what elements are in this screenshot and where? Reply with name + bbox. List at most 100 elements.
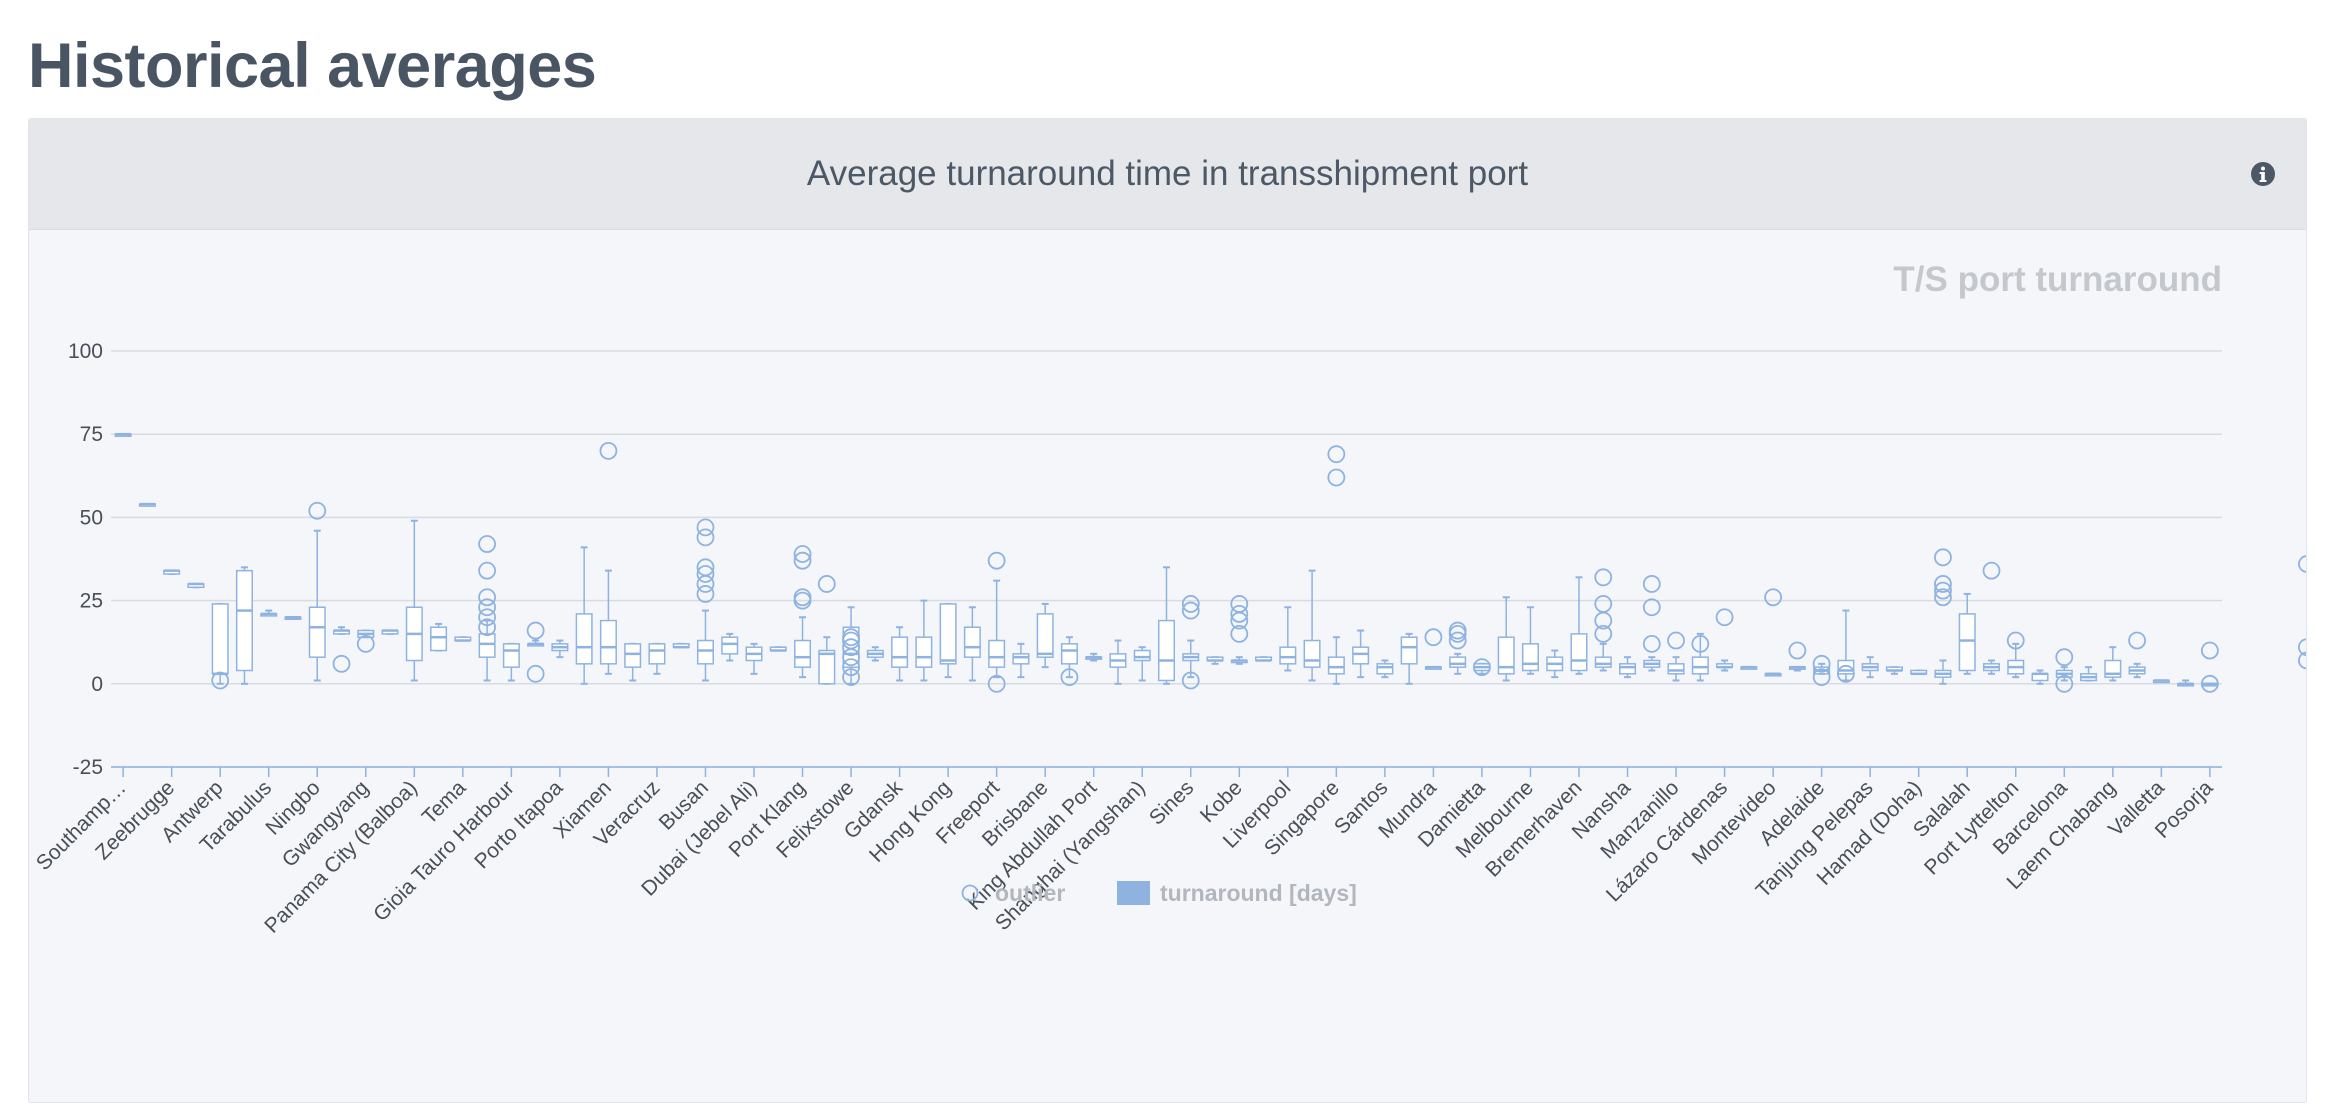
box: [988, 579, 1006, 679]
box-body: [1157, 619, 1176, 682]
box: [308, 529, 326, 682]
legend-turnaround-marker: [1117, 881, 1150, 905]
box: [1206, 656, 1224, 665]
box-body: [939, 603, 957, 665]
outlier-point: [1060, 668, 1079, 687]
outlier-point: [1934, 588, 1952, 607]
box: [891, 626, 909, 682]
box: [1716, 659, 1734, 672]
box-body: [575, 613, 593, 665]
box: [2104, 646, 2122, 682]
box-body: [211, 603, 229, 675]
box: [1764, 672, 1782, 677]
outlier-point: [696, 575, 715, 593]
box: [187, 582, 205, 589]
outlier-point: [1715, 608, 1734, 627]
box: [1837, 609, 1855, 682]
box-body: [696, 639, 714, 665]
box: [357, 629, 375, 639]
box: [575, 546, 593, 685]
outlier-point: [526, 664, 545, 683]
outlier-point: [1764, 588, 1783, 607]
box-body: [1327, 656, 1345, 675]
boxplot-chart: T/S port turnaround -25 0 25 50 75 100 Southa…: [32, 260, 2306, 938]
outlier-point: [696, 528, 715, 547]
box: [963, 606, 981, 682]
box: [1400, 632, 1418, 685]
box-body: [648, 643, 666, 665]
outlier-point: [1788, 641, 1807, 660]
box-body: [1570, 633, 1588, 672]
outlier-point: [1230, 624, 1249, 643]
box-body: [430, 626, 448, 652]
outlier-point: [1448, 631, 1467, 650]
chart-title: T/S port turnaround: [1893, 260, 2222, 299]
x-tick-label: Sines: [1145, 776, 1198, 829]
box-body: [1594, 656, 1612, 668]
box: [2080, 666, 2098, 682]
outlier-point: [1837, 664, 1855, 683]
outlier-point: [793, 588, 812, 607]
box-body: [1449, 656, 1467, 668]
outlier-point: [1424, 628, 1443, 647]
outlier-point: [1812, 668, 1831, 687]
box: [1861, 656, 1879, 679]
outlier-point: [2006, 631, 2025, 650]
outlier-point: [842, 658, 860, 677]
outlier-point: [696, 585, 715, 603]
y-axis-ticks: -25 0 25 50 75 100: [68, 340, 103, 779]
box: [405, 519, 423, 682]
box-body: [1619, 663, 1637, 675]
box: [1424, 665, 1442, 670]
outlier-point: [1642, 598, 1661, 617]
outlier-point: [1934, 581, 1952, 600]
box: [527, 639, 545, 647]
box-body: [478, 633, 496, 658]
box: [332, 626, 351, 635]
outlier-point: [478, 618, 496, 637]
x-axis: Southamp…ZeebruggeAntwerpTarabulusNingbo…: [32, 766, 2222, 938]
outlier-point: [1594, 568, 1613, 587]
box: [2007, 642, 2025, 679]
outlier-point: [1181, 601, 1200, 620]
chart-card: Average turnaround time in transshipment…: [28, 118, 2307, 1103]
outlier-point: [1982, 561, 2001, 580]
box-body: [599, 619, 617, 665]
outlier-point: [842, 648, 860, 667]
box: [915, 599, 933, 682]
legend-outlier-label: outlier: [995, 880, 1065, 906]
box: [769, 646, 787, 652]
box: [1885, 666, 1903, 675]
box: [721, 632, 739, 662]
box: [1521, 606, 1539, 675]
outlier-point: [356, 634, 375, 653]
box-body: [1012, 653, 1030, 665]
outlier-point: [2128, 631, 2146, 650]
outlier-point: [2298, 638, 2306, 657]
box-body: [891, 636, 909, 668]
info-circle-icon[interactable]: [2250, 161, 2276, 187]
box-body: [1958, 613, 1976, 672]
outlier-point: [478, 588, 496, 607]
box-body: [1036, 613, 1054, 658]
box: [551, 639, 569, 659]
outlier-series: [211, 441, 2306, 693]
outlier-point: [1642, 575, 1661, 593]
outlier-point: [2200, 641, 2219, 660]
legend-turnaround-label: turnaround [days]: [1160, 880, 1357, 906]
box: [1279, 606, 1297, 672]
box: [939, 602, 957, 679]
box: [648, 642, 666, 675]
outlier-point: [793, 591, 812, 610]
outlier-point: [696, 565, 715, 583]
box-body: [1497, 636, 1515, 675]
outlier-point: [1691, 634, 1710, 653]
outlier-point: [1594, 595, 1613, 613]
box: [1060, 636, 1078, 679]
box: [1303, 569, 1321, 682]
outlier-point: [478, 598, 496, 617]
outlier-point: [526, 621, 545, 640]
y-tick-label: 50: [80, 506, 103, 529]
outlier-point: [1181, 671, 1200, 690]
outlier-point: [1934, 575, 1952, 593]
